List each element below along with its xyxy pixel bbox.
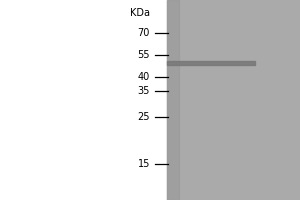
Text: 40: 40: [138, 72, 150, 82]
Text: 15: 15: [138, 159, 150, 169]
Bar: [167, 0, 178, 200]
Bar: [167, 0, 300, 200]
Text: KDa: KDa: [130, 8, 150, 18]
Bar: [167, 61, 255, 65]
Text: 25: 25: [137, 112, 150, 122]
Text: 70: 70: [138, 28, 150, 38]
Text: 35: 35: [138, 86, 150, 96]
Text: 55: 55: [137, 50, 150, 60]
